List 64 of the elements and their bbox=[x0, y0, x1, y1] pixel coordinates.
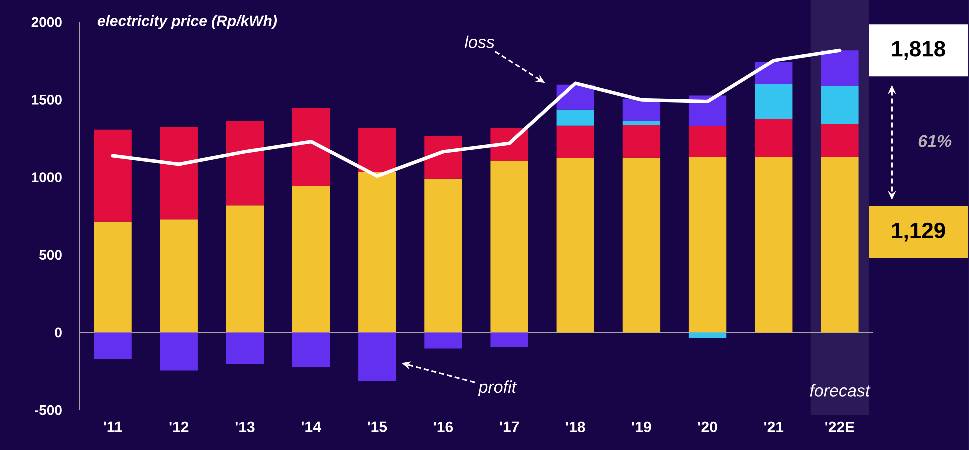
bar bbox=[94, 130, 132, 222]
y-tick-label: -500 bbox=[35, 405, 62, 416]
bar bbox=[292, 108, 330, 186]
y-tick-label: 0 bbox=[55, 328, 62, 338]
y-tick-label: 2000 bbox=[32, 17, 62, 28]
y-axis-title: electricity price (Rp/kWh) bbox=[98, 15, 277, 30]
y-tick-label: 500 bbox=[40, 250, 62, 260]
x-tick-label: '14 bbox=[302, 422, 322, 432]
bar bbox=[821, 86, 859, 124]
bar bbox=[160, 219, 198, 333]
bar bbox=[821, 157, 859, 333]
x-tick-label: '17 bbox=[500, 422, 520, 432]
x-tick-label: '18 bbox=[566, 422, 586, 432]
y-tick-label: 1500 bbox=[32, 94, 62, 105]
bar bbox=[160, 332, 198, 371]
x-tick-label: '16 bbox=[434, 422, 454, 432]
bar bbox=[755, 119, 793, 158]
bar bbox=[688, 96, 727, 126]
x-tick-label: '15 bbox=[368, 422, 388, 432]
bar bbox=[490, 332, 528, 348]
bar bbox=[226, 121, 264, 206]
x-tick-label: '11 bbox=[104, 422, 122, 432]
bar bbox=[688, 332, 727, 338]
bar bbox=[358, 172, 396, 333]
bar bbox=[556, 110, 594, 126]
band-label: forecast bbox=[810, 384, 871, 397]
text: 1,129 bbox=[892, 222, 946, 242]
bar bbox=[755, 84, 793, 120]
x-tick-label: '22E bbox=[826, 422, 854, 432]
text: 1,818 bbox=[892, 41, 946, 60]
bar bbox=[94, 332, 132, 360]
line-series bbox=[111, 48, 842, 178]
bar bbox=[292, 186, 330, 333]
bar bbox=[755, 62, 793, 84]
bar bbox=[688, 126, 727, 158]
x-tick-label: '20 bbox=[698, 422, 718, 432]
bar bbox=[821, 50, 859, 86]
x-tick-label: '21 bbox=[764, 422, 784, 432]
text: 61% bbox=[918, 135, 952, 148]
bar bbox=[358, 128, 396, 172]
annotation: profit bbox=[478, 380, 518, 396]
x-tick-label: '19 bbox=[632, 422, 652, 432]
bar bbox=[755, 157, 793, 333]
bar bbox=[424, 178, 462, 333]
x-tick-label: '13 bbox=[236, 422, 255, 432]
bar bbox=[358, 332, 396, 381]
bar bbox=[556, 126, 594, 158]
bar bbox=[94, 222, 132, 333]
y-tick-label: 1000 bbox=[32, 172, 62, 182]
annotation: loss bbox=[464, 36, 495, 48]
bar bbox=[424, 136, 462, 179]
bar bbox=[160, 127, 198, 220]
bar bbox=[622, 158, 661, 333]
bar bbox=[622, 125, 661, 158]
x-tick-label: '12 bbox=[170, 422, 189, 432]
bar bbox=[490, 161, 528, 333]
bar bbox=[821, 124, 859, 158]
bar bbox=[292, 332, 330, 368]
bar bbox=[226, 205, 264, 333]
bar bbox=[688, 157, 727, 333]
bar bbox=[556, 158, 594, 333]
bar bbox=[226, 332, 264, 364]
bar bbox=[622, 121, 661, 126]
bar bbox=[424, 332, 462, 349]
